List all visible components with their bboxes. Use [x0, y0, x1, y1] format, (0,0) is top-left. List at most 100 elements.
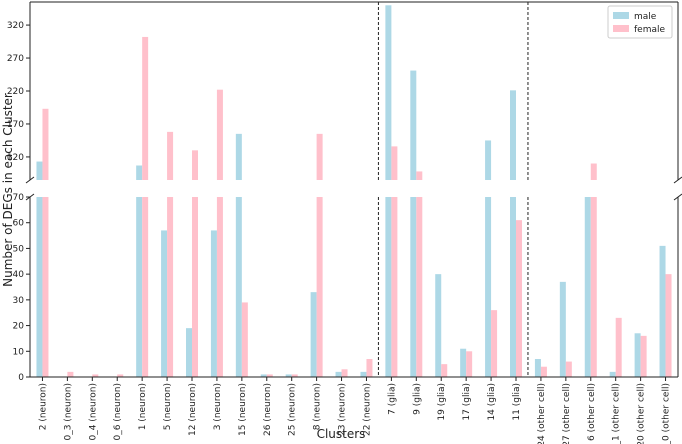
- bar: [42, 108, 49, 180]
- x-axis-label: Clusters: [317, 427, 366, 441]
- y-tick-label: 20: [13, 322, 25, 332]
- bar: [366, 359, 373, 377]
- bar: [416, 197, 423, 377]
- bar: [659, 245, 666, 377]
- x-tick-label: 25 (neuron): [288, 383, 298, 436]
- y-tick-label: 220: [7, 87, 24, 97]
- x-tick-label: 20 (other cell): [637, 383, 647, 444]
- x-tick-label: 9 (glia): [412, 383, 422, 415]
- break-mark: [673, 176, 682, 184]
- bar: [516, 220, 522, 377]
- bar: [192, 197, 198, 377]
- x-tick-label: 0_0 (other cell): [662, 383, 672, 444]
- bar: [136, 165, 143, 180]
- x-tick-label: 3 (neuron): [213, 383, 223, 430]
- bar: [609, 371, 616, 377]
- legend-label: male: [634, 12, 657, 22]
- bar: [335, 371, 342, 377]
- x-tick-label: 24 (other cell): [537, 383, 547, 444]
- bar: [235, 133, 242, 180]
- x-tick-label: 5 (neuron): [163, 383, 173, 430]
- x-tick-label: 27 (other cell): [562, 383, 572, 444]
- bar: [590, 163, 597, 180]
- bar: [310, 292, 317, 377]
- bar: [485, 140, 492, 180]
- bar: [216, 197, 223, 377]
- y-tick-label: 60: [13, 219, 25, 229]
- y-tick-label: 120: [7, 153, 24, 163]
- bar: [142, 197, 149, 377]
- break-mark: [673, 193, 682, 201]
- bar: [260, 374, 267, 377]
- bar: [291, 374, 298, 377]
- bar: [316, 197, 323, 377]
- x-tick-label: 0_1 (other cell): [612, 383, 622, 444]
- x-tick-label: 0_6 (neuron): [113, 383, 123, 441]
- bar: [391, 197, 398, 377]
- x-tick-label: 22 (neuron): [362, 383, 372, 436]
- bar: [67, 371, 74, 377]
- bar: [559, 281, 566, 377]
- y-tick-label: 40: [13, 270, 25, 280]
- y-tick-label: 50: [13, 244, 25, 254]
- bar: [235, 197, 242, 377]
- bar: [534, 359, 541, 377]
- x-tick-label: 17 (glia): [462, 383, 472, 421]
- bar: [510, 90, 516, 180]
- bar: [460, 348, 467, 377]
- y-tick-label: 270: [7, 54, 24, 64]
- x-tick-label: 26 (neuron): [263, 383, 273, 436]
- bar: [341, 369, 348, 377]
- x-tick-label: 7 (glia): [387, 383, 397, 415]
- bar: [186, 328, 192, 377]
- bar: [441, 364, 448, 377]
- bar: [241, 302, 248, 377]
- break-mark: [25, 193, 35, 201]
- bar: [510, 197, 516, 377]
- bar: [167, 131, 174, 180]
- bar: [410, 197, 417, 377]
- x-tick-label: 6 (other cell): [587, 383, 597, 441]
- bar: [136, 197, 143, 377]
- y-tick-label: 0: [18, 373, 24, 383]
- bar: [161, 230, 168, 377]
- x-tick-label: 8 (neuron): [313, 383, 323, 430]
- bar: [216, 89, 223, 180]
- x-tick-label: 1 (neuron): [138, 383, 148, 430]
- bar: [385, 5, 392, 180]
- bar: [485, 197, 492, 377]
- y-tick-label: 170: [7, 120, 24, 130]
- bar: [360, 371, 367, 377]
- legend-swatch: [613, 12, 629, 19]
- panel-bars: [36, 5, 597, 180]
- bar: [142, 36, 149, 180]
- bar: [192, 150, 198, 180]
- bar: [92, 374, 99, 377]
- y-tick-label: 70: [13, 193, 25, 203]
- x-tick-label: 12 (neuron): [188, 383, 198, 436]
- x-tick-label: 11 (glia): [512, 383, 522, 421]
- bar: [117, 374, 124, 377]
- x-tick-label: 23 (neuron): [338, 383, 348, 436]
- x-tick-label: 15 (neuron): [238, 383, 248, 436]
- bar: [615, 317, 622, 377]
- bar: [540, 366, 547, 377]
- bar: [167, 197, 174, 377]
- y-axis-label: Number of DEGs in each Cluster: [1, 93, 15, 287]
- y-tick-label: 320: [7, 21, 24, 31]
- legend-swatch: [613, 25, 629, 32]
- bar: [210, 230, 217, 377]
- y-tick-label: 10: [13, 347, 25, 357]
- y-tick-label: 30: [13, 296, 25, 306]
- bar: [410, 70, 417, 180]
- bar: [584, 197, 591, 377]
- legend-label: female: [634, 25, 665, 35]
- x-tick-label: 0_3 (neuron): [63, 383, 73, 441]
- bar: [391, 146, 398, 180]
- bar: [634, 333, 641, 377]
- panel-bars: [36, 197, 672, 377]
- bar: [590, 197, 597, 377]
- bar: [565, 361, 572, 377]
- bar: [665, 274, 672, 377]
